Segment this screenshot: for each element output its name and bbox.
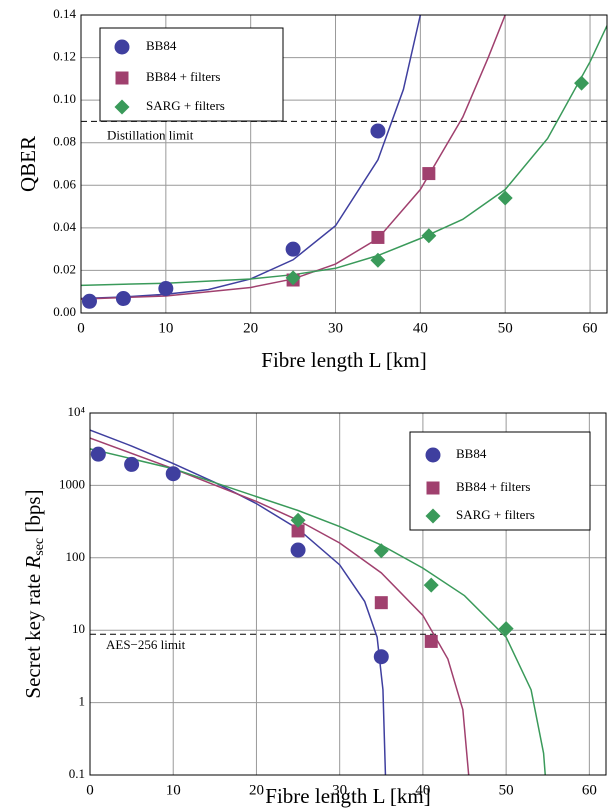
y-tick-label: 100 [66,549,86,564]
y-label-text: QBER [16,136,40,192]
legend-label: SARG + filters [456,507,535,522]
y-label-text: Secret key rate [21,569,45,699]
y-tick-label: 0.12 [53,49,76,64]
marker [114,39,130,55]
x-tick-label: 0 [77,320,85,336]
marker [290,512,306,528]
x-tick-label: 30 [332,782,347,798]
y-tick-label: 0.14 [53,6,76,21]
chart: 0 10 20 30 40 50 60 0.1 1 10 100 1000 10⁴ AES−256 lim… [21,404,607,808]
chart: 0 10 20 30 40 50 60 0.00 0.02 0.04 0.06 0.08 0.10 0.1… [16,6,608,372]
marker [373,649,389,665]
marker [497,190,513,206]
marker [374,596,388,610]
y-tick-label: 0.04 [53,219,76,234]
x-tick-label: 50 [499,782,514,798]
marker [115,291,131,307]
legend-label: BB84 + filters [456,479,531,494]
marker [373,543,389,559]
fit-line [90,448,546,775]
legend-label: BB84 + filters [146,69,221,84]
x-tick-label: 10 [158,320,173,336]
marker [158,281,174,297]
marker [165,466,181,482]
marker [425,447,441,463]
x-tick-label: 40 [415,782,430,798]
x-tick-label: 40 [413,320,428,336]
x-axis-label: Fibre length L [km] [265,784,430,808]
y-tick-label: 0.10 [53,91,76,106]
y-tick-label: 0.02 [53,261,76,276]
y-axis-label: QBER [16,136,40,192]
marker [423,577,439,593]
x-tick-label: 10 [166,782,181,798]
marker [421,228,437,244]
y-axis-label: Secret key rate Rsec [bps] [21,489,47,698]
marker [426,481,440,495]
x-tick-label: 60 [583,320,598,336]
marker [370,123,386,139]
fit-line [81,25,607,287]
y-tick-label: 1000 [59,476,85,491]
plot-frame [89,412,607,776]
marker [124,456,140,472]
fit-lines [81,15,607,300]
limit-label: AES−256 limit [106,637,186,652]
legend-label: BB84 [146,38,177,53]
y-tick-label: 10⁴ [67,404,85,419]
y-label-subscript: sec [32,538,47,556]
x-tick-label: 0 [86,782,94,798]
y-tick-label: 0.06 [53,176,76,191]
legend-label: SARG + filters [146,98,225,113]
y-label-symbol: R [21,556,45,570]
marker [81,293,97,309]
marker [115,71,129,85]
legend-label: BB84 [456,446,487,461]
limit-label: Distillation limit [107,127,194,142]
marker [285,270,301,286]
marker [422,167,436,181]
marker [290,542,306,558]
y-tick-label: 0.00 [53,304,76,319]
fit-line [81,15,506,300]
x-tick-label: 20 [243,320,258,336]
y-tick-label: 0.1 [69,766,85,781]
marker [370,252,386,268]
y-tick-label: 1 [79,694,86,709]
plot-frame [80,14,608,314]
x-tick-label: 50 [498,320,513,336]
y-tick-label: 0.08 [53,134,76,149]
x-tick-label: 20 [249,782,264,798]
marker [498,621,514,637]
marker [114,99,130,115]
fit-line [90,429,387,775]
marker [424,634,438,648]
fit-line [81,15,422,300]
x-tick-label: 30 [328,320,343,336]
marker [285,241,301,257]
fit-line [90,437,470,775]
legend-box [409,431,591,531]
x-tick-label: 60 [582,782,597,798]
marker [425,508,441,524]
marker [371,230,385,244]
marker [574,75,590,91]
marker [90,446,106,462]
x-axis-label: Fibre length L [km] [261,348,426,372]
legend-box [99,27,284,122]
y-label-unit: [bps] [21,489,45,537]
marker [291,524,305,538]
y-tick-label: 10 [72,621,85,636]
